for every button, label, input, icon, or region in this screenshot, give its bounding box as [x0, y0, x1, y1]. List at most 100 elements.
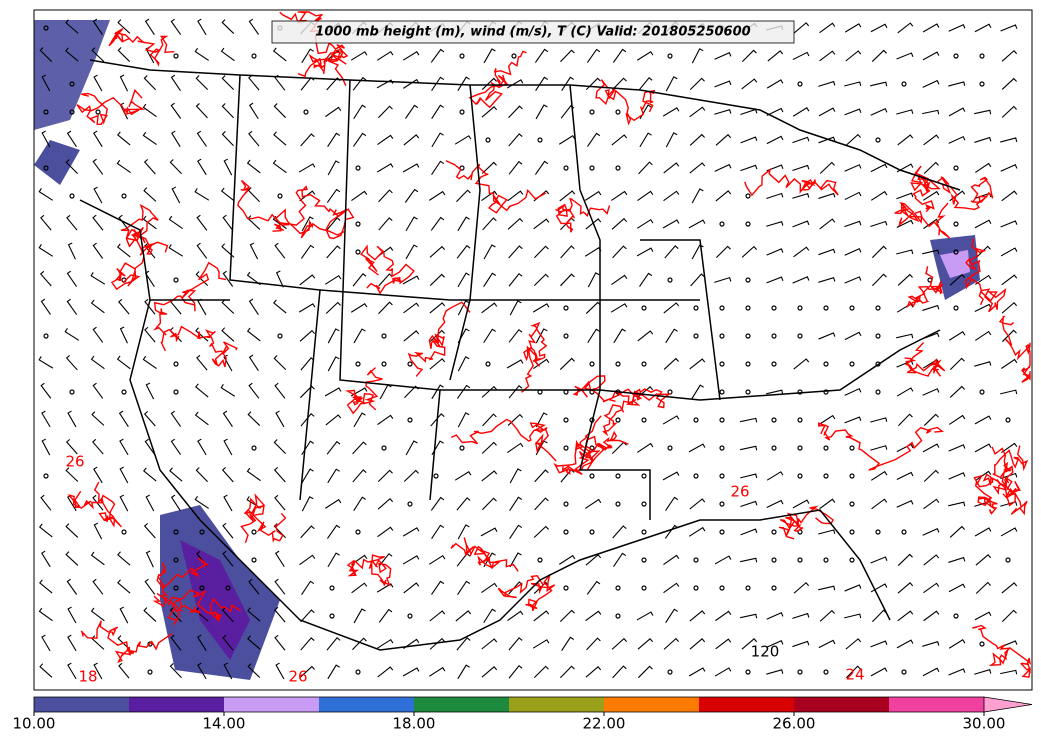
wind-barb — [792, 136, 810, 144]
wind-barb — [38, 244, 54, 257]
wind-barb — [195, 103, 208, 119]
wind-barb — [872, 273, 887, 287]
calm-circle — [641, 501, 647, 507]
calm-circle — [719, 585, 725, 591]
wind-barb — [922, 79, 940, 88]
wind-barb — [431, 76, 445, 91]
wind-barb — [818, 332, 836, 340]
wind-barb — [662, 471, 680, 481]
calm-circle — [797, 333, 803, 339]
wind-barb — [508, 245, 523, 259]
wind-barb — [144, 242, 156, 259]
wind-barb — [508, 664, 523, 679]
calm-circle — [407, 501, 413, 507]
wind-barb — [326, 637, 341, 651]
wind-barb — [327, 664, 340, 680]
wind-barb — [301, 468, 314, 484]
wind-barb — [1000, 389, 1018, 395]
colorbar-tick-label: 14.00 — [203, 715, 246, 733]
wind-barb — [90, 607, 105, 622]
calm-circle — [745, 221, 751, 227]
wind-barb — [41, 130, 51, 148]
wind-barb — [248, 18, 260, 35]
calm-circle — [69, 109, 75, 115]
wind-barb — [431, 104, 444, 120]
wind-barb — [819, 50, 836, 62]
wind-barb — [1000, 247, 1018, 257]
wind-barb — [248, 354, 259, 371]
wind-barb — [196, 130, 207, 147]
wind-barb — [948, 24, 966, 32]
wind-barb — [558, 134, 576, 145]
wind-barb — [663, 302, 680, 314]
temperature-contour — [108, 28, 175, 67]
wind-barb — [92, 494, 104, 511]
wind-barb — [896, 109, 914, 115]
calm-circle — [875, 389, 881, 395]
wind-barb — [612, 245, 627, 259]
wind-barb — [327, 160, 340, 176]
wind-barb — [457, 216, 470, 232]
wind-barb — [67, 410, 77, 428]
wind-barb — [41, 634, 51, 652]
wind-barb — [300, 244, 315, 259]
wind-barb — [143, 158, 156, 175]
wind-barb — [663, 637, 680, 650]
calm-circle — [771, 417, 777, 423]
calm-circle — [849, 473, 855, 479]
wind-barb — [818, 276, 836, 283]
calm-circle — [589, 529, 595, 535]
wind-barb — [221, 103, 234, 119]
calm-circle — [459, 445, 465, 451]
wind-barb — [194, 495, 209, 509]
wind-barb — [948, 501, 966, 507]
wind-barb — [844, 81, 862, 87]
wind-barb — [740, 528, 758, 536]
wind-barb — [766, 612, 784, 620]
wind-barb — [248, 578, 260, 595]
wind-barb — [93, 130, 103, 148]
wind-barb — [272, 47, 287, 62]
calm-circle — [771, 529, 777, 535]
wind-barb — [170, 438, 182, 455]
wind-barb — [247, 635, 261, 650]
calm-circle — [953, 613, 959, 619]
wind-barb — [974, 361, 992, 367]
calm-circle — [823, 445, 829, 451]
wind-barb — [247, 607, 261, 622]
temperature-contour — [817, 422, 945, 471]
temperature-contour — [468, 50, 527, 109]
wind-barb — [119, 74, 129, 92]
wind-barb — [247, 411, 261, 426]
wind-barb — [482, 217, 497, 231]
wind-barb — [142, 131, 157, 145]
wind-barb — [67, 242, 76, 260]
wind-barb — [587, 132, 601, 147]
wind-barb — [896, 219, 914, 228]
wind-barb — [664, 245, 679, 259]
wind-barb — [429, 302, 446, 314]
wind-barb — [92, 326, 104, 343]
wind-barb — [351, 190, 368, 202]
calm-circle — [771, 361, 777, 367]
colorbar-bin — [34, 697, 129, 712]
wind-barb — [481, 638, 498, 650]
wind-barb — [792, 107, 810, 117]
wind-barb — [975, 330, 992, 341]
calm-circle — [823, 389, 829, 395]
wind-barb — [457, 272, 470, 288]
contour-label: 18 — [78, 668, 97, 686]
wind-barb — [301, 580, 315, 595]
calm-circle — [979, 53, 985, 59]
wind-barb — [300, 525, 315, 539]
calm-circle — [693, 417, 699, 423]
wind-barb — [403, 638, 420, 650]
temperature-contour — [744, 168, 839, 197]
wind-barb — [870, 417, 888, 423]
wind-barb — [819, 22, 836, 34]
wind-barb — [299, 274, 316, 286]
temperature-contour — [450, 537, 519, 572]
calm-circle — [823, 557, 829, 563]
wind-barb — [301, 48, 314, 64]
wind-barb — [481, 190, 498, 202]
